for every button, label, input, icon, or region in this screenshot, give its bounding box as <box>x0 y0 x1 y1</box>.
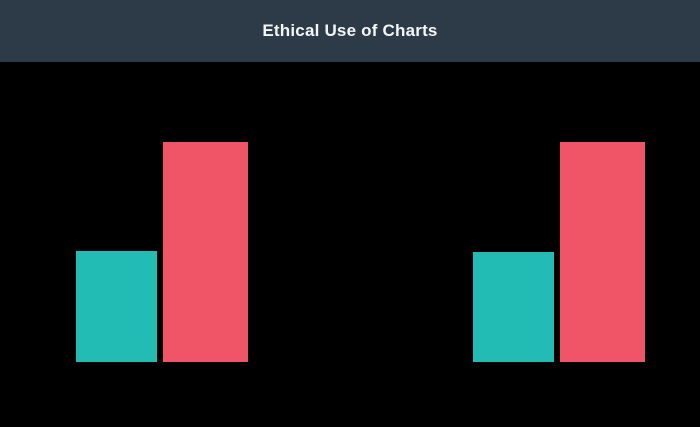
red-bar <box>163 142 248 362</box>
teal-bar <box>473 252 554 362</box>
red-bar <box>560 142 645 362</box>
teal-bar <box>76 251 157 362</box>
chart-area <box>0 62 700 427</box>
page-title: Ethical Use of Charts <box>262 21 438 40</box>
bar-chart-right <box>473 142 645 362</box>
bar-chart-left <box>76 142 248 362</box>
title-bar: Ethical Use of Charts <box>0 0 700 62</box>
